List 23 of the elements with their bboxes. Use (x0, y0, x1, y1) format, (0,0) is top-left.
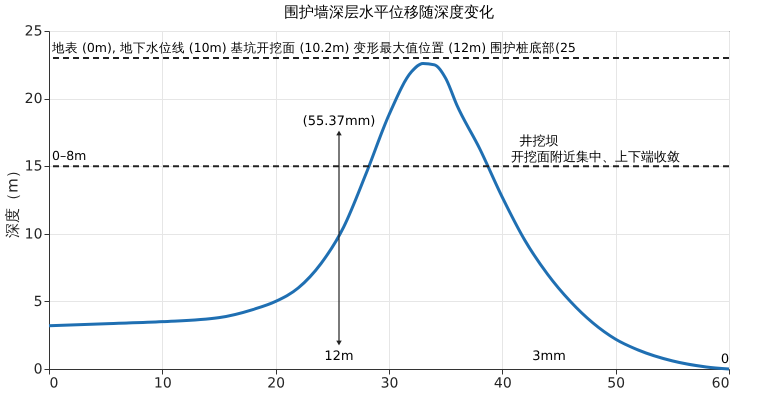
ref-line-label: 地表 (0m), 地下水位线 (10m) 基坑开挖面 (10.2m) 变形最大值位置 (12m) 围护桩底部(25 (51, 40, 576, 56)
y-tick-label: 5 (34, 294, 42, 310)
chart-title: 围护墙深层水平位移随深度变化 (284, 3, 494, 21)
y-tick-label: 10 (24, 226, 42, 242)
y-tick-label: 20 (24, 91, 42, 108)
x-tick-label: 60 (712, 376, 730, 392)
y-axis-title: 深度（m） (4, 163, 22, 238)
y-tick-label: 0 (34, 362, 42, 378)
x-tick-label: 30 (380, 376, 398, 392)
annotation: 开挖面附近集中、上下端收敛 (511, 150, 680, 165)
annotation: 0 (720, 352, 730, 367)
x-tick-label: 40 (494, 376, 512, 392)
y-tick-label: 25 (24, 24, 42, 40)
x-tick-label: 10 (154, 376, 172, 392)
x-tick-label: 0 (50, 376, 58, 392)
ref-line-label: 0–8m (52, 148, 86, 164)
annotation: 井挖坝 (520, 134, 558, 149)
annotation: 12m (324, 349, 354, 364)
x-tick-label: 50 (607, 376, 626, 392)
x-tick-label: 20 (267, 376, 286, 392)
annotation: 3mm (532, 349, 566, 364)
y-tick-label: 15 (24, 158, 42, 175)
annotation: (55.37mm) (302, 114, 376, 129)
